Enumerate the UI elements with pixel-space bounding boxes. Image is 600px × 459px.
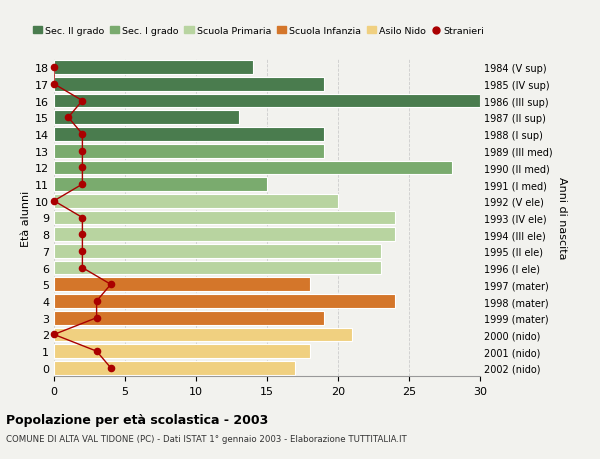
Point — [106, 364, 116, 372]
Bar — [54, 361, 295, 375]
Point — [92, 314, 101, 322]
Text: Popolazione per età scolastica - 2003: Popolazione per età scolastica - 2003 — [6, 413, 268, 426]
Bar — [54, 61, 253, 75]
Point — [106, 281, 116, 288]
Legend: Sec. II grado, Sec. I grado, Scuola Primaria, Scuola Infanzia, Asilo Nido, Stran: Sec. II grado, Sec. I grado, Scuola Prim… — [29, 23, 488, 40]
Text: COMUNE DI ALTA VAL TIDONE (PC) - Dati ISTAT 1° gennaio 2003 - Elaborazione TUTTI: COMUNE DI ALTA VAL TIDONE (PC) - Dati IS… — [6, 434, 407, 443]
Point — [77, 264, 87, 272]
Point — [77, 98, 87, 105]
Point — [49, 198, 59, 205]
Bar — [54, 295, 395, 308]
Point — [49, 81, 59, 88]
Point — [64, 114, 73, 122]
Bar — [54, 245, 380, 258]
Point — [92, 348, 101, 355]
Point — [77, 248, 87, 255]
Bar — [54, 278, 310, 291]
Bar — [54, 145, 324, 158]
Point — [77, 231, 87, 238]
Bar — [54, 328, 352, 341]
Point — [77, 214, 87, 222]
Point — [77, 164, 87, 172]
Point — [49, 331, 59, 338]
Bar — [54, 195, 338, 208]
Point — [77, 148, 87, 155]
Bar — [54, 128, 324, 141]
Point — [77, 131, 87, 138]
Bar — [54, 161, 452, 175]
Point — [77, 181, 87, 188]
Bar — [54, 178, 267, 191]
Bar — [54, 261, 380, 275]
Bar — [54, 228, 395, 241]
Bar — [54, 95, 480, 108]
Y-axis label: Anni di nascita: Anni di nascita — [557, 177, 566, 259]
Point — [92, 298, 101, 305]
Bar — [54, 345, 310, 358]
Point — [49, 64, 59, 72]
Bar — [54, 111, 239, 125]
Bar — [54, 211, 395, 225]
Bar — [54, 78, 324, 91]
Bar — [54, 311, 324, 325]
Y-axis label: Età alunni: Età alunni — [21, 190, 31, 246]
